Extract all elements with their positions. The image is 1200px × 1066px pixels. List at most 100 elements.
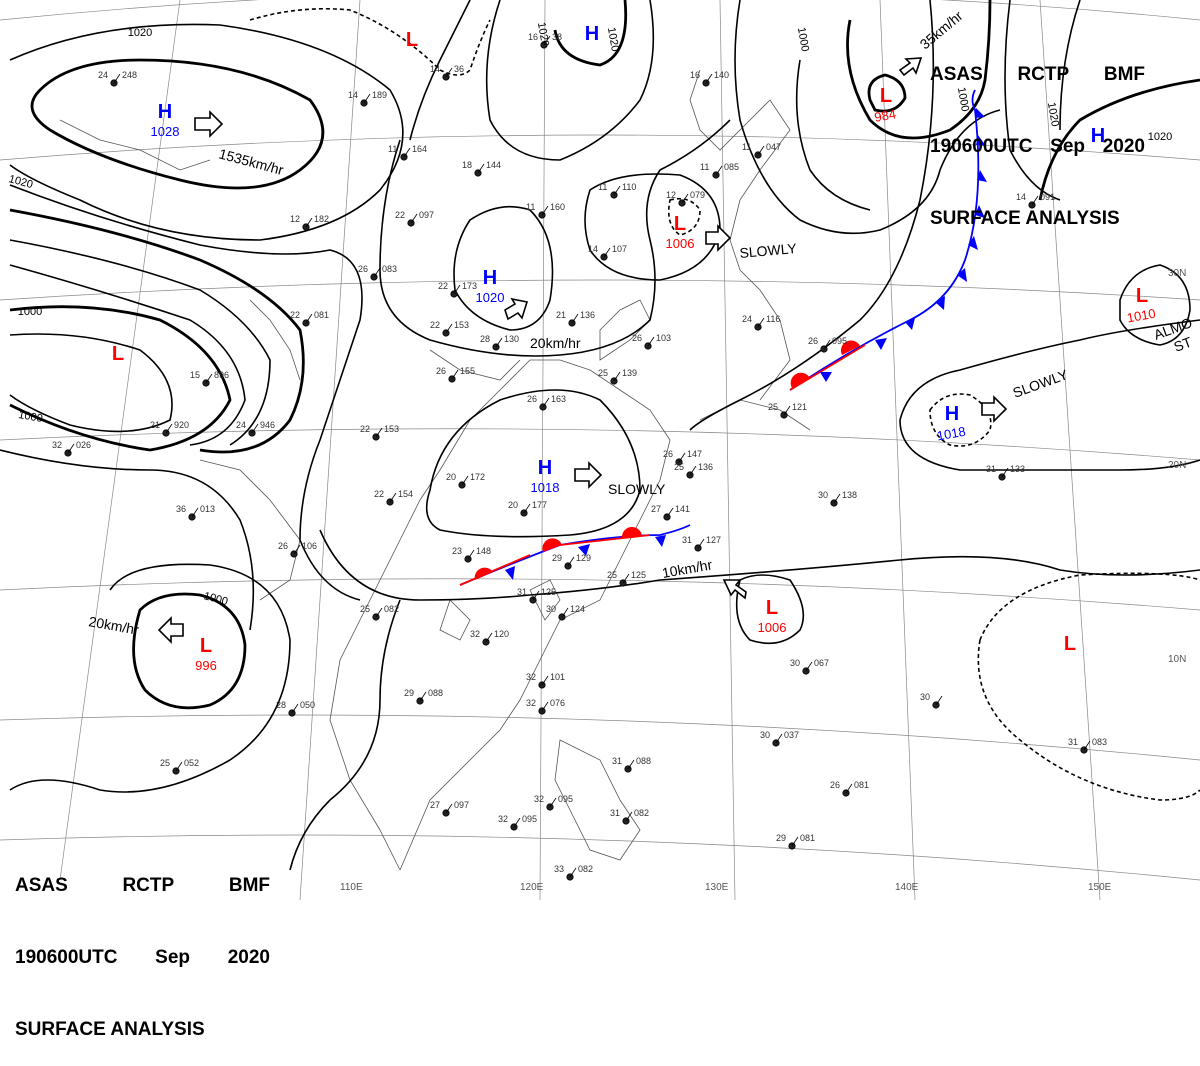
station-wind-barb xyxy=(569,867,577,878)
station-plot: 26 106 xyxy=(278,541,317,558)
station-temperature: 18 xyxy=(462,160,472,170)
station-temperature: 22 xyxy=(438,281,448,291)
station-pressure: 248 xyxy=(122,70,137,80)
station-pressure: 082 xyxy=(384,604,399,614)
center-high-symbol: H xyxy=(585,23,599,45)
header-year: 2020 xyxy=(1102,136,1145,157)
station-plot: 11 164 xyxy=(388,144,427,161)
center-high-symbol: H xyxy=(1091,125,1105,147)
isobar-value-label: 1020 xyxy=(128,27,152,39)
station-plot: 14 36 xyxy=(430,64,464,81)
station-plot: 26 081 xyxy=(830,780,869,797)
station-temperature: 14 xyxy=(430,64,440,74)
station-temperature: 32 xyxy=(526,672,536,682)
station-plot: 11 110 xyxy=(598,182,636,199)
center-low-symbol: L xyxy=(1136,285,1148,307)
station-plot: 32 101 xyxy=(526,672,565,689)
center-low-symbol: L xyxy=(880,85,892,107)
station-wind-barb xyxy=(453,284,461,295)
isobars xyxy=(0,0,1200,871)
station-temperature: 29 xyxy=(404,688,414,698)
station-plot: 21 136 xyxy=(556,310,595,327)
header-line-2: 190600UTC Sep 2020 xyxy=(930,135,1145,159)
footer-line-2: 190600UTC Sep 2020 xyxy=(15,946,270,970)
station-wind-barb xyxy=(689,465,697,476)
footer-year: 2020 xyxy=(227,947,270,968)
center-pressure-value: 1010 xyxy=(1126,306,1157,326)
station-plot: 26 163 xyxy=(527,394,566,411)
footer-title: SURFACE ANALYSIS xyxy=(15,1019,205,1040)
station-pressure: 896 xyxy=(214,370,229,380)
station-pressure: 116 xyxy=(766,314,780,324)
station-temperature: 22 xyxy=(360,424,370,434)
station-pressure: 154 xyxy=(398,489,413,499)
station-plot: 32 026 xyxy=(52,440,91,457)
center-pressure-value: 996 xyxy=(195,658,217,673)
station-pressure: 082 xyxy=(634,808,649,818)
station-temperature: 25 xyxy=(768,402,778,412)
station-temperature: 26 xyxy=(527,394,537,404)
station-plot: 12 079 xyxy=(666,190,705,207)
station-plot: 26 103 xyxy=(632,333,671,350)
station-pressure: 101 xyxy=(550,672,565,682)
station-wind-barb xyxy=(715,165,723,176)
station-temperature: 11 xyxy=(526,202,535,212)
station-plot: 27 097 xyxy=(430,800,469,817)
station-wind-barb xyxy=(625,811,633,822)
station-temperature: 22 xyxy=(290,310,300,320)
station-plot: 32 076 xyxy=(526,698,565,715)
station-temperature: 27 xyxy=(430,800,440,810)
station-wind-barb xyxy=(523,503,531,514)
station-pressure: 172 xyxy=(470,472,485,482)
station-pressure: 148 xyxy=(476,546,491,556)
station-temperature: 26 xyxy=(358,264,368,274)
station-pressure: 120 xyxy=(494,629,509,639)
station-pressure: 047 xyxy=(766,142,781,152)
station-temperature: 26 xyxy=(632,333,642,343)
station-wind-barb xyxy=(375,607,383,618)
pressure-centers: H1028LLH1020HL1006L984HL1010H1018H1018L9… xyxy=(112,23,1157,673)
station-pressure: 130 xyxy=(504,334,519,344)
isobar-value-label: 1000 xyxy=(18,306,42,318)
station-pressure: 129 xyxy=(576,553,591,563)
station-temperature: 26 xyxy=(830,780,840,790)
station-plot: 32 095 xyxy=(498,814,537,831)
station-pressure: 106 xyxy=(302,541,317,551)
station-pressure: 088 xyxy=(428,688,443,698)
station-pressure: 160 xyxy=(550,202,565,212)
center-low-symbol: L xyxy=(112,343,124,365)
station-temperature: 25 xyxy=(607,570,617,580)
station-temperature: 27 xyxy=(651,504,661,514)
station-pressure: 138 xyxy=(842,490,857,500)
station-temperature: 15 xyxy=(190,370,200,380)
station-plot: 25 052 xyxy=(160,758,199,775)
station-temperature: 32 xyxy=(498,814,508,824)
center-high-symbol: H xyxy=(483,267,497,289)
station-temperature: 30 xyxy=(790,658,800,668)
footer-line-1: ASAS RCTP BMF xyxy=(15,874,270,898)
header-bottom-left: ASAS RCTP BMF 190600UTC Sep 2020 SURFACE… xyxy=(15,826,270,1066)
station-temperature: 11 xyxy=(700,162,709,172)
footer-office: BMF xyxy=(228,875,270,896)
station-temperature: 32 xyxy=(534,794,544,804)
station-wind-barb xyxy=(389,492,397,503)
station-plot: 29 081 xyxy=(776,833,815,850)
station-pressure: 095 xyxy=(832,336,847,346)
station-pressure: 144 xyxy=(486,160,501,170)
station-pressure: 050 xyxy=(300,700,315,710)
station-pressure: 013 xyxy=(200,504,215,514)
station-pressure: 097 xyxy=(454,800,469,810)
center-low-symbol: L xyxy=(674,213,686,235)
station-wind-barb xyxy=(495,337,503,348)
station-wind-barb xyxy=(305,217,313,228)
station-plot: 11 047 xyxy=(742,142,781,159)
station-temperature: 22 xyxy=(430,320,440,330)
station-pressure: 124 xyxy=(570,604,585,614)
station-wind-barb xyxy=(543,35,551,46)
station-plot: 23 148 xyxy=(452,546,491,563)
station-temperature: 24 xyxy=(236,420,246,430)
station-wind-barb xyxy=(833,493,841,504)
station-pressure: 088 xyxy=(636,756,651,766)
station-pressure: 127 xyxy=(706,535,721,545)
footer-time: 190600UTC xyxy=(15,947,118,968)
